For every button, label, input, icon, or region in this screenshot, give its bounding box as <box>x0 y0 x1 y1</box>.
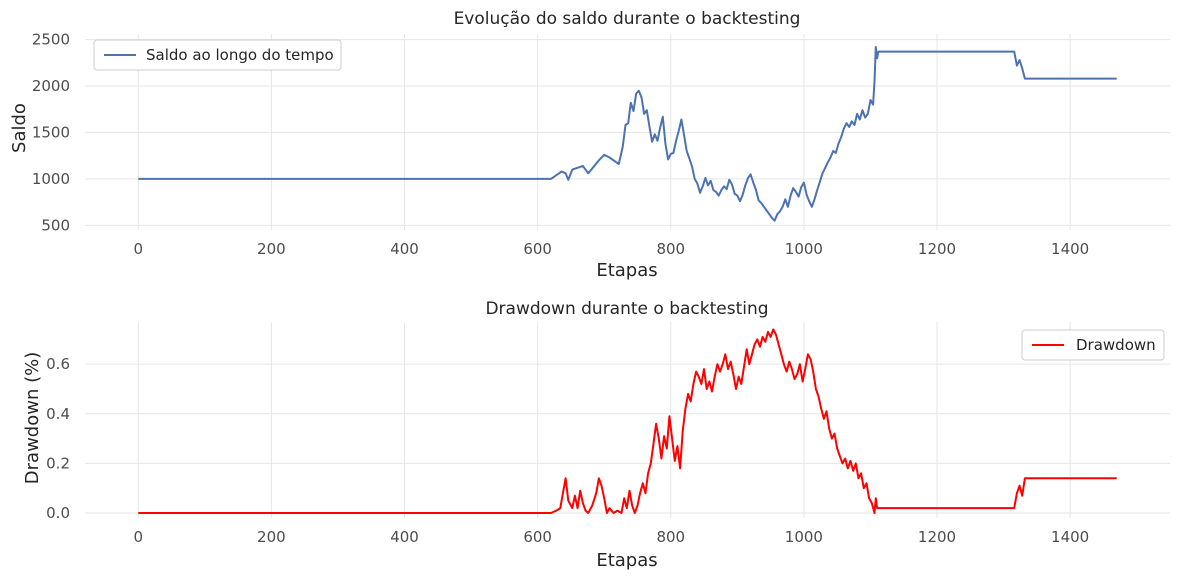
drawdown-grid <box>85 322 1170 518</box>
drawdown-series <box>138 328 1117 514</box>
saldo-chart: Evolução do saldo durante o backtesting … <box>9 9 1170 281</box>
saldo-x-tick-label: 200 <box>257 240 286 258</box>
saldo-line <box>138 46 1117 222</box>
saldo-x-tick-label: 600 <box>523 240 552 258</box>
saldo-x-tick-label: 1000 <box>785 240 823 258</box>
drawdown-x-tick-label: 0 <box>133 528 143 546</box>
saldo-y-tick-label: 2500 <box>32 31 70 49</box>
drawdown-x-tick-label: 800 <box>656 528 685 546</box>
drawdown-x-tick-label: 1200 <box>918 528 956 546</box>
drawdown-y-tick-label: 0.4 <box>46 405 70 423</box>
saldo-legend-box <box>93 39 342 71</box>
saldo-y-tick-label: 1000 <box>32 170 70 188</box>
drawdown-y-tick-label: 0.6 <box>46 355 70 373</box>
saldo-x-ticks: 0 200 400 600 800 1000 1200 1400 <box>133 240 1089 258</box>
drawdown-x-tick-label: 1400 <box>1051 528 1089 546</box>
saldo-x-axis-label: Etapas <box>596 260 657 281</box>
saldo-grid <box>85 34 1170 230</box>
drawdown-y-axis-label: Drawdown (%) <box>22 352 43 484</box>
saldo-x-tick-label: 1400 <box>1051 240 1089 258</box>
saldo-series <box>138 46 1117 222</box>
saldo-y-ticks: 500 1000 1500 2000 2500 <box>32 31 70 235</box>
saldo-y-axis-label: Saldo <box>9 103 30 153</box>
drawdown-chart-title: Drawdown durante o backtesting <box>485 299 768 319</box>
saldo-x-tick-label: 0 <box>133 240 143 258</box>
drawdown-legend-box <box>1021 329 1165 361</box>
saldo-legend-label: Saldo ao longo do tempo <box>146 46 334 64</box>
drawdown-x-tick-label: 1000 <box>785 528 823 546</box>
drawdown-x-ticks: 0 200 400 600 800 1000 1200 1400 <box>133 528 1089 546</box>
drawdown-legend: Drawdown <box>1021 329 1165 361</box>
drawdown-legend-label: Drawdown <box>1076 336 1156 354</box>
saldo-y-tick-label: 500 <box>41 216 70 234</box>
saldo-x-tick-label: 800 <box>656 240 685 258</box>
saldo-x-tick-label: 1200 <box>918 240 956 258</box>
saldo-y-tick-label: 2000 <box>32 77 70 95</box>
drawdown-line <box>138 328 1117 514</box>
saldo-y-tick-label: 1500 <box>32 123 70 141</box>
drawdown-chart: Drawdown durante o backtesting 0 200 400 60… <box>22 299 1170 571</box>
drawdown-x-tick-label: 600 <box>523 528 552 546</box>
drawdown-x-tick-label: 200 <box>257 528 286 546</box>
drawdown-x-tick-label: 400 <box>390 528 419 546</box>
saldo-x-tick-label: 400 <box>390 240 419 258</box>
drawdown-y-tick-label: 0.2 <box>46 454 70 472</box>
drawdown-y-ticks: 0.0 0.2 0.4 0.6 <box>46 355 70 522</box>
saldo-legend: Saldo ao longo do tempo <box>93 39 342 71</box>
drawdown-x-axis-label: Etapas <box>596 550 657 571</box>
drawdown-y-tick-label: 0.0 <box>46 504 70 522</box>
saldo-chart-title: Evolução do saldo durante o backtesting <box>454 9 801 29</box>
